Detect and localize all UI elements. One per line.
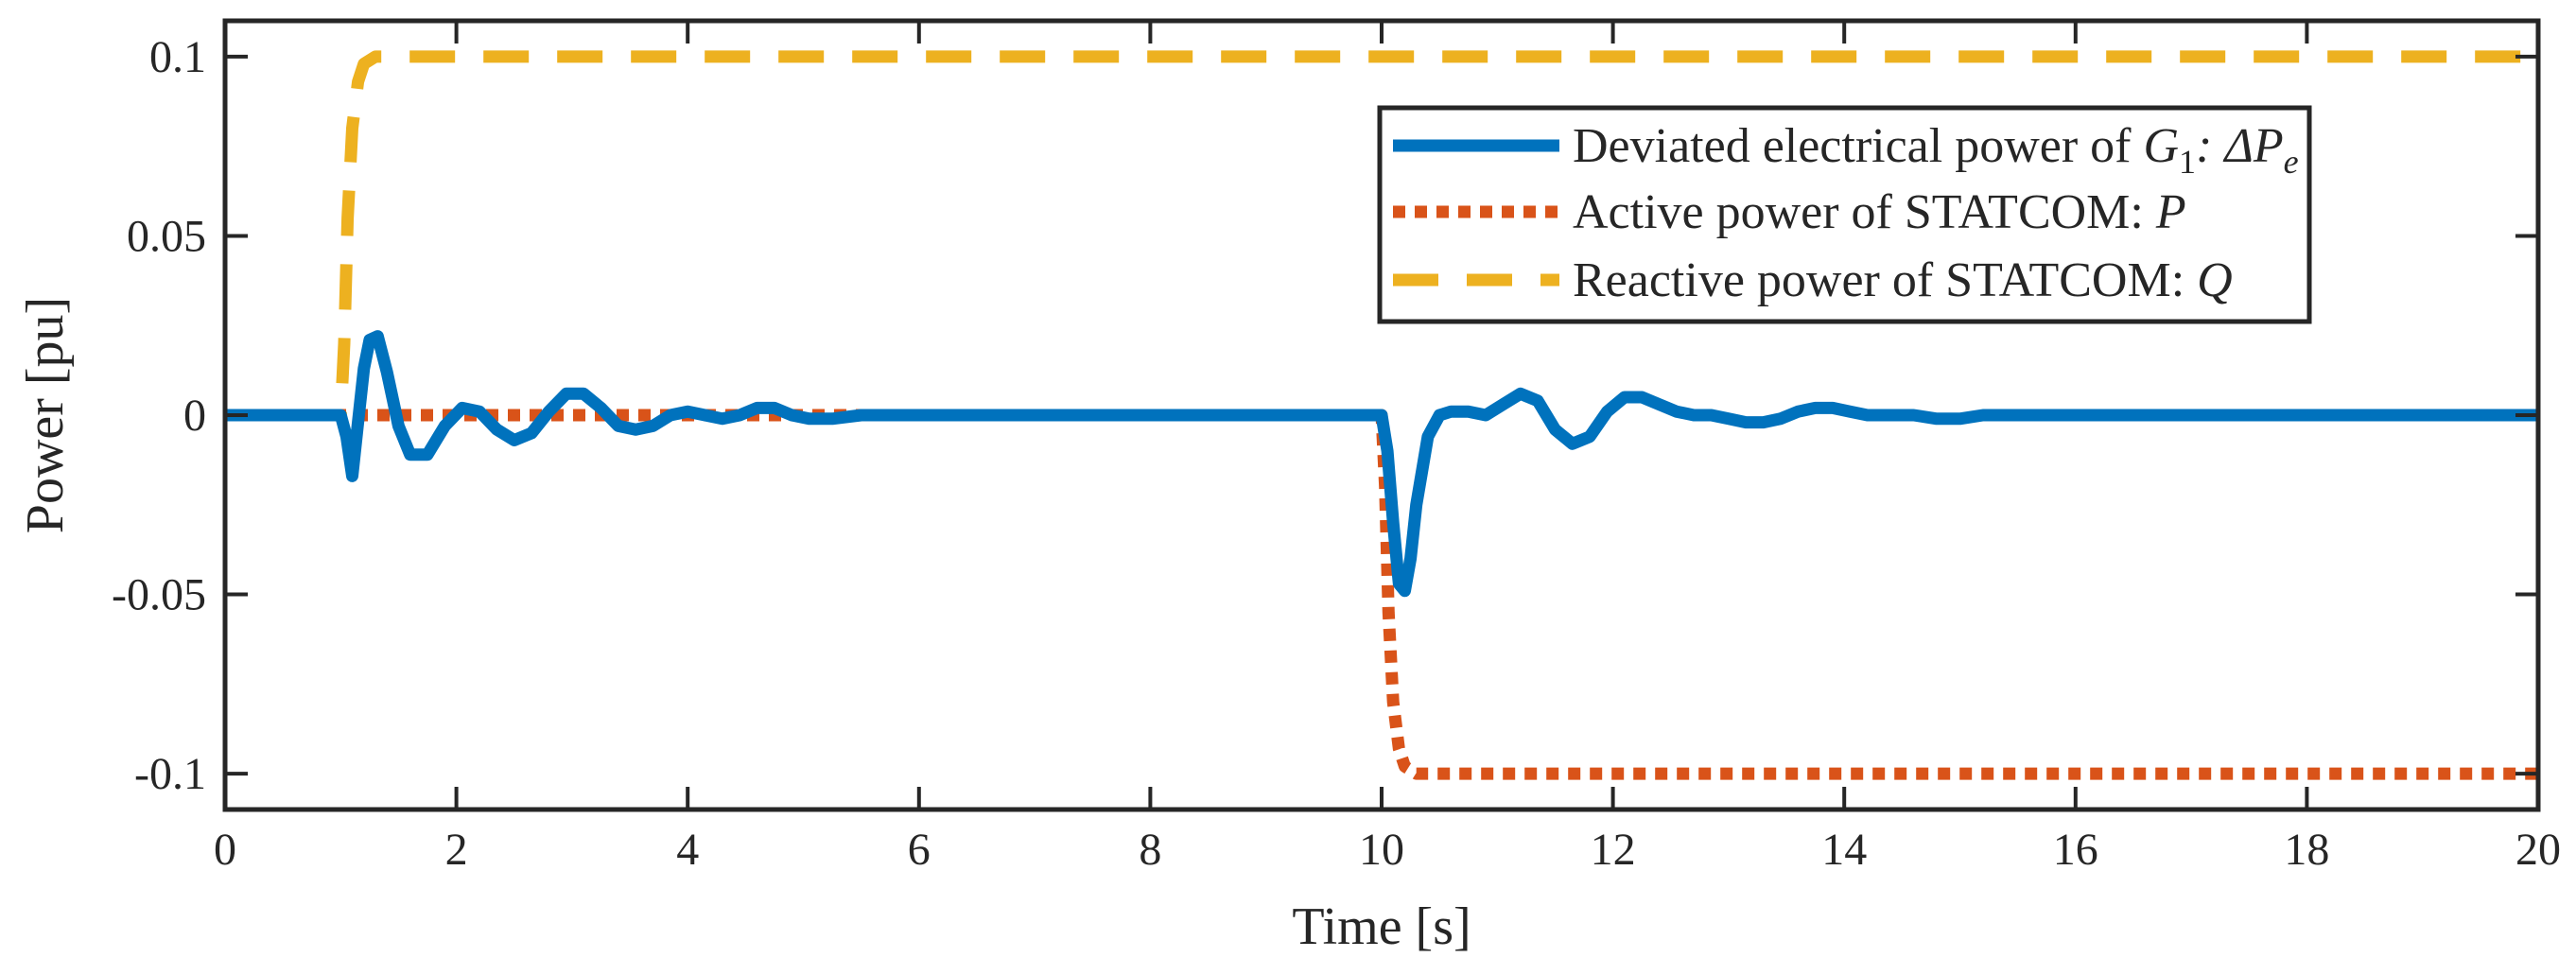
legend-label-3: Reactive power of STATCOM: Q — [1573, 253, 2233, 307]
y-tick-label: 0.05 — [127, 211, 206, 261]
legend-label-2: Active power of STATCOM: P — [1573, 185, 2186, 239]
y-tick-label: 0.1 — [149, 32, 206, 82]
series-line-1 — [225, 330, 2538, 598]
x-tick-label: 10 — [1359, 825, 1404, 875]
series-line-3 — [225, 50, 2538, 422]
x-tick-label: 8 — [1139, 825, 1161, 875]
x-tick-label: 18 — [2284, 825, 2329, 875]
y-axis-title: Power [pu] — [16, 297, 75, 533]
legend-label-1: Deviated electrical power of G1: ΔPe — [1573, 119, 2299, 181]
y-tick-label: 0 — [183, 391, 206, 441]
x-tick-label: 12 — [1591, 825, 1636, 875]
ticks-layer: 0 2 4 6 8 10 12 14 16 18 20 0.1 0.05 0 -0.05 -0.1 — [112, 21, 2561, 875]
x-tick-label: 4 — [676, 825, 699, 875]
x-tick-label: 6 — [908, 825, 931, 875]
y-tick-label: -0.1 — [134, 749, 206, 799]
x-axis-title: Time [s] — [1292, 897, 1471, 956]
legend: Deviated electrical power of G1: ΔPeActi… — [1377, 105, 2312, 324]
x-tick-label: 2 — [445, 825, 468, 875]
y-tick-label: -0.05 — [112, 570, 206, 620]
x-tick-label: 16 — [2053, 825, 2098, 875]
x-tick-label: 0 — [214, 825, 236, 875]
series-layer — [225, 50, 2538, 780]
x-tick-label: 14 — [1821, 825, 1867, 875]
series-line-2 — [225, 409, 2538, 780]
x-tick-label: 20 — [2515, 825, 2561, 875]
